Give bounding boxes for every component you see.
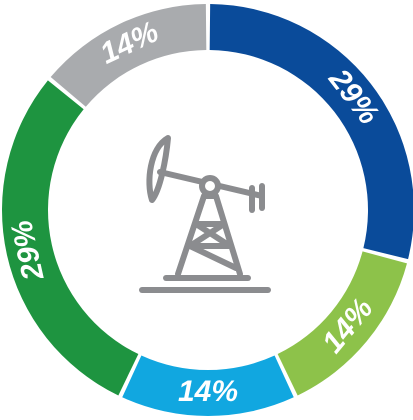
segment	[1, 80, 139, 396]
segment	[122, 355, 294, 416]
pump-jack-icon	[139, 135, 271, 293]
segment	[277, 251, 407, 396]
segment	[209, 4, 413, 260]
value-label: 14%	[178, 375, 238, 408]
ring	[1, 4, 413, 416]
segment	[50, 4, 207, 107]
